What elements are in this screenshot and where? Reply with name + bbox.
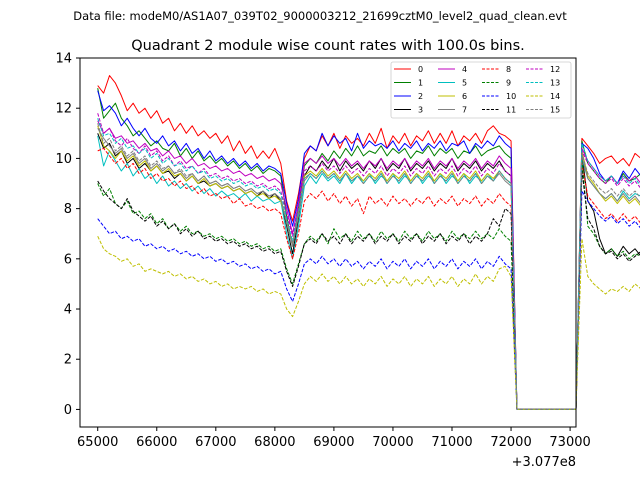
figure-suptitle: Data file: modeM0/AS1A07_039T02_90000032…	[73, 9, 567, 23]
series-line-13	[97, 118, 640, 410]
y-tick-label: 6	[64, 252, 72, 267]
series-layer	[97, 75, 640, 410]
series-line-15	[97, 123, 640, 410]
plot-area	[79, 57, 640, 428]
legend-label-1: 1	[418, 79, 423, 88]
legend-label-9: 9	[506, 79, 511, 88]
x-tick-label: 72000	[490, 435, 531, 450]
series-line-8	[97, 147, 640, 410]
series-line-10	[97, 190, 640, 410]
plot-frame	[79, 57, 577, 428]
legend-label-13: 13	[550, 79, 560, 88]
legend-label-0: 0	[418, 65, 423, 74]
y-tick-label: 4	[64, 303, 72, 318]
legend-label-14: 14	[550, 92, 560, 101]
legend-box	[390, 61, 572, 119]
legend-label-6: 6	[462, 92, 467, 101]
series-line-0	[97, 75, 640, 410]
y-tick-label: 8	[64, 202, 72, 217]
y-tick-label: 14	[55, 52, 72, 67]
y-axis: 0 2 4 6 8 10 12 14	[55, 52, 80, 418]
series-line-14	[97, 236, 640, 410]
legend-label-2: 2	[418, 92, 423, 101]
y-tick-label: 2	[64, 353, 72, 368]
x-tick-label: 71000	[431, 435, 472, 450]
x-tick-label: 67000	[195, 435, 236, 450]
x-axis: 65000 66000 67000 68000 69000 70000 71000 72000…	[77, 427, 591, 450]
legend-label-11: 11	[506, 106, 516, 115]
x-tick-label: 68000	[254, 435, 295, 450]
legend-label-4: 4	[462, 65, 467, 74]
x-offset-label: +3.077e8	[512, 455, 576, 470]
legend-label-10: 10	[506, 92, 516, 101]
legend-label-8: 8	[506, 65, 511, 74]
legend-label-3: 3	[418, 106, 423, 115]
x-tick-label: 66000	[136, 435, 177, 450]
chart-title: Quadrant 2 module wise count rates with …	[131, 38, 525, 54]
y-tick-label: 10	[55, 152, 72, 167]
series-line-2	[97, 90, 640, 410]
series-line-9	[97, 157, 640, 410]
series-line-11	[97, 170, 640, 410]
x-tick-label: 69000	[313, 435, 354, 450]
legend-label-15: 15	[550, 106, 560, 115]
legend-label-12: 12	[550, 65, 560, 74]
y-tick-label: 12	[55, 102, 72, 117]
legend-label-7: 7	[462, 106, 467, 115]
x-tick-label: 73000	[549, 435, 590, 450]
legend-label-5: 5	[462, 79, 467, 88]
x-tick-label: 65000	[77, 435, 118, 450]
series-line-6	[97, 125, 640, 410]
x-tick-label: 70000	[372, 435, 413, 450]
y-tick-label: 0	[64, 403, 72, 418]
